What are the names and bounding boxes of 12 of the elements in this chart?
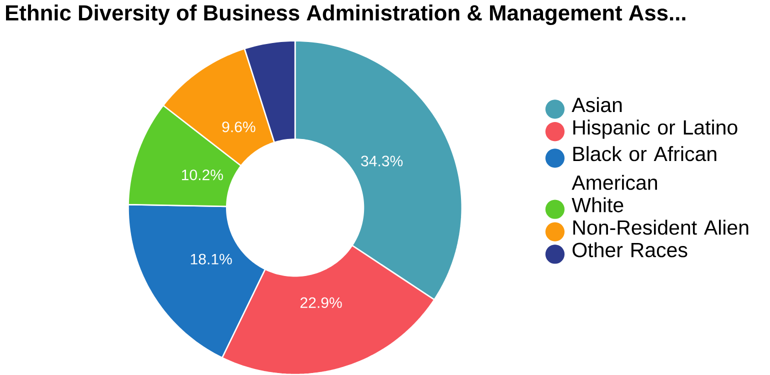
legend-label: Hispanic or Latino [573,119,738,139]
legend-label: Other Races [572,242,688,258]
data-label: 34.3% [361,156,403,166]
legend-label: Black or African American [572,146,716,190]
legend-label: Non-Resident Alien [573,220,748,235]
data-label: 18.1% [190,254,232,264]
data-label: 10.2% [182,169,223,180]
data-label: 22.9% [300,297,342,308]
legend-label: White [572,197,624,212]
data-label: 9.6% [222,121,256,132]
legend-label: Asian [572,97,622,112]
chart-title: Ethnic Diversity of Business Administration & Management Ass... [6,4,686,25]
